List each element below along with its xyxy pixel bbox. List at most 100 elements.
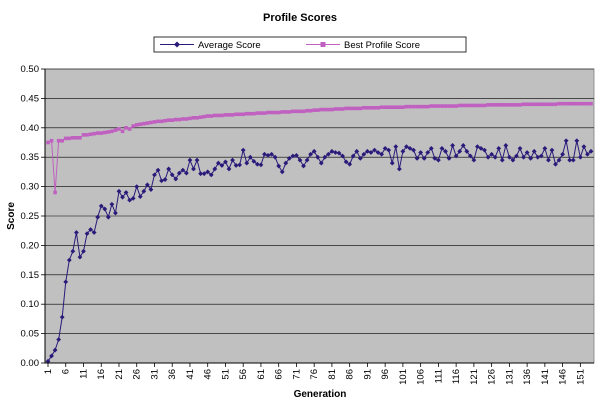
average-score-point (98, 203, 104, 209)
y-axis-label: Score (6, 202, 17, 230)
x-tick-label: 136 (522, 369, 533, 385)
y-axis-ticks: 0.00 0.05 0.10 0.15 0.20 0.25 0.30 0.35 0.40 0.45… (21, 64, 45, 369)
average-score-point (77, 254, 83, 260)
best-profile-score-point (181, 117, 185, 121)
best-profile-score-point (95, 131, 100, 135)
best-profile-score-point (429, 104, 434, 108)
average-score-point (506, 154, 512, 160)
best-profile-score-point (149, 120, 153, 125)
average-score-point (414, 155, 420, 161)
average-score-point (226, 166, 232, 172)
legend-label-best: Best Profile Score (344, 40, 420, 51)
average-score-point (418, 150, 424, 155)
best-profile-score-point (92, 131, 96, 136)
best-profile-score-point (528, 102, 533, 107)
best-profile-score-point (550, 102, 554, 107)
average-score-point (435, 157, 441, 163)
best-profile-score-point (188, 116, 192, 121)
best-profile-score-point (390, 105, 395, 110)
best-profile-score-point (230, 113, 235, 117)
best-profile-score-point (134, 123, 139, 127)
average-score-point (297, 157, 303, 163)
best-profile-score-point (145, 121, 150, 125)
average-score-point (152, 172, 157, 178)
best-profile-score-point (401, 105, 405, 110)
best-profile-score-point (49, 138, 54, 143)
x-tick-label: 131 (504, 369, 515, 385)
average-score-point (308, 151, 314, 157)
best-profile-score-point (294, 109, 299, 114)
average-score-point (81, 248, 86, 254)
x-tick-label: 51 (220, 369, 231, 380)
average-score-point (467, 153, 473, 159)
best-profile-score-point (525, 102, 529, 107)
best-profile-score-point (283, 110, 288, 114)
average-score-point (148, 187, 154, 192)
x-tick-label: 21 (114, 369, 125, 380)
best-profile-score-point (475, 103, 480, 108)
average-score-point (137, 194, 143, 199)
best-profile-score-point (589, 101, 593, 106)
best-profile-score-point (482, 103, 487, 108)
average-score-point (336, 150, 342, 156)
average-score-point (173, 176, 179, 182)
y-tick-label: 0.05 (21, 329, 40, 340)
chart-title: Profile Scores (263, 12, 337, 24)
average-score-point (144, 182, 150, 188)
best-profile-score-point (564, 101, 568, 106)
average-score-point (485, 154, 491, 160)
best-profile-score-point (362, 106, 366, 110)
best-profile-score-point (518, 103, 522, 107)
best-profile-score-point (209, 114, 214, 118)
best-profile-score-point (99, 131, 104, 135)
best-profile-score-point (287, 110, 292, 114)
average-score-point (315, 154, 321, 160)
average-score-point (577, 154, 583, 160)
average-score-point (475, 144, 480, 150)
average-score-point (400, 148, 406, 154)
best-profile-score-point (234, 112, 238, 117)
best-profile-score-point (177, 117, 182, 122)
best-profile-score-point (312, 108, 316, 112)
average-score-point (102, 206, 108, 212)
average-score-point (198, 171, 204, 177)
best-profile-score-point (60, 138, 64, 143)
best-profile-score-point (184, 117, 189, 121)
best-profile-score-point (191, 116, 196, 120)
average-score-point (425, 150, 431, 155)
average-score-point (521, 154, 526, 160)
y-tick-label: 0.10 (21, 299, 40, 310)
x-axis-ticks: 1 6 11 16 21 26 31 36 41 46 51 56 61 66 71 76 81 86 91 96 10… (43, 363, 586, 385)
best-profile-score-point (244, 111, 249, 116)
best-profile-score-point (142, 121, 146, 126)
average-score-point (368, 150, 374, 155)
x-tick-label: 56 (238, 369, 249, 380)
best-profile-score-point (213, 113, 217, 118)
best-profile-score-point (255, 111, 260, 115)
best-profile-score-point (376, 106, 380, 110)
best-profile-score-point (365, 106, 370, 110)
best-profile-score-point (468, 103, 473, 108)
x-tick-label: 26 (132, 369, 143, 380)
best-profile-score-point (567, 101, 572, 106)
average-score-point (357, 155, 363, 161)
average-score-point (237, 162, 243, 168)
best-profile-score-point (323, 107, 327, 112)
best-profile-score-point (326, 107, 331, 112)
average-score-point (208, 172, 214, 178)
average-score-point (482, 147, 487, 153)
best-profile-score-point (262, 111, 267, 115)
average-score-point (382, 145, 388, 151)
average-score-point (514, 153, 519, 159)
best-profile-score-point (291, 109, 295, 114)
best-profile-score-point (546, 102, 551, 107)
best-profile-score-point (394, 105, 398, 110)
best-profile-score-point (159, 119, 164, 124)
x-tick-label: 6 (61, 369, 72, 374)
average-score-point (294, 153, 299, 158)
x-tick-label: 41 (185, 369, 196, 380)
average-score-point (247, 154, 253, 160)
best-profile-score-point (220, 113, 224, 118)
average-score-point (404, 144, 409, 150)
best-profile-score-point (333, 107, 338, 111)
